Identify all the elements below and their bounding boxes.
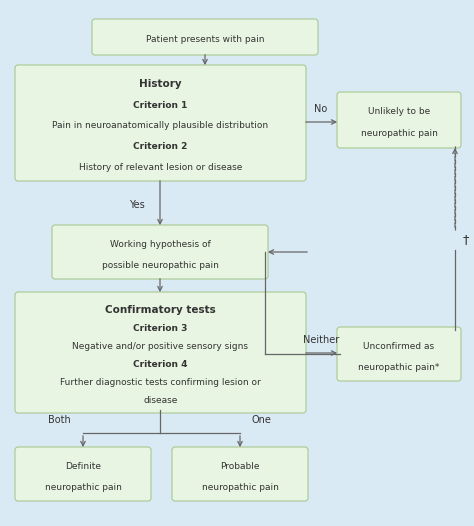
Text: neuropathic pain: neuropathic pain — [361, 129, 438, 138]
Text: Definite: Definite — [65, 462, 101, 471]
Text: Criterion 3: Criterion 3 — [133, 323, 188, 333]
Text: Pain in neuroanatomically plausible distribution: Pain in neuroanatomically plausible dist… — [53, 122, 269, 130]
FancyBboxPatch shape — [52, 225, 268, 279]
Text: No: No — [314, 104, 328, 114]
Text: Negative and/or positive sensory signs: Negative and/or positive sensory signs — [73, 342, 248, 351]
Text: possible neuropathic pain: possible neuropathic pain — [101, 261, 219, 270]
Text: Patient presents with pain: Patient presents with pain — [146, 35, 264, 45]
Text: Yes: Yes — [129, 200, 145, 210]
FancyBboxPatch shape — [172, 447, 308, 501]
Text: Working hypothesis of: Working hypothesis of — [109, 240, 210, 249]
Text: Neither: Neither — [303, 335, 339, 345]
Text: Further diagnostic tests confirming lesion or: Further diagnostic tests confirming lesi… — [60, 378, 261, 387]
FancyBboxPatch shape — [337, 92, 461, 148]
FancyBboxPatch shape — [15, 292, 306, 413]
Text: disease: disease — [143, 397, 178, 406]
Text: Criterion 4: Criterion 4 — [133, 360, 188, 369]
Text: Both: Both — [48, 415, 71, 425]
Text: neuropathic pain*: neuropathic pain* — [358, 363, 440, 372]
FancyBboxPatch shape — [15, 447, 151, 501]
Text: Criterion 2: Criterion 2 — [133, 143, 188, 151]
Text: History of relevant lesion or disease: History of relevant lesion or disease — [79, 163, 242, 172]
FancyBboxPatch shape — [92, 19, 318, 55]
Text: Probable: Probable — [220, 462, 260, 471]
Text: Unconfirmed as: Unconfirmed as — [364, 342, 435, 351]
Text: neuropathic pain: neuropathic pain — [201, 483, 278, 492]
FancyBboxPatch shape — [337, 327, 461, 381]
Text: Criterion 1: Criterion 1 — [133, 100, 188, 110]
Text: †: † — [463, 234, 469, 247]
Text: One: One — [252, 415, 272, 425]
FancyBboxPatch shape — [15, 65, 306, 181]
Text: neuropathic pain: neuropathic pain — [45, 483, 121, 492]
Text: History: History — [139, 79, 182, 89]
Text: Unlikely to be: Unlikely to be — [368, 107, 430, 116]
Text: Confirmatory tests: Confirmatory tests — [105, 305, 216, 315]
